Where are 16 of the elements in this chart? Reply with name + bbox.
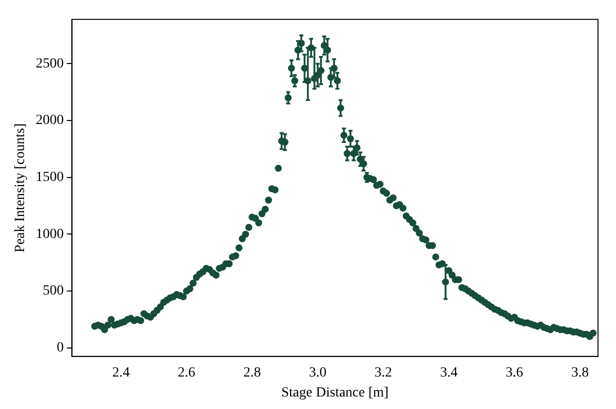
y-tick-label: 1000	[36, 226, 64, 242]
y-tick-label: 2500	[36, 56, 64, 72]
x-tick-label: 3.4	[440, 365, 458, 380]
x-tick-label: 2.8	[243, 365, 261, 380]
x-tick-label: 2.6	[178, 365, 196, 380]
x-tick-label: 3.0	[308, 365, 326, 380]
y-tick-label: 2000	[36, 113, 64, 128]
x-tick-label: 3.8	[571, 365, 589, 380]
x-tick-label: 3.2	[374, 365, 392, 380]
x-tick-label: 2.4	[112, 365, 130, 380]
y-axis-title: Peak Intensity [counts]	[13, 123, 28, 252]
y-tick-label: 500	[42, 284, 64, 299]
y-tick-label: 1500	[36, 170, 64, 186]
y-tick-label: 0	[56, 340, 64, 356]
x-tick-label: 3.6	[506, 365, 524, 380]
x-axis-title: Stage Distance [m]	[281, 385, 389, 400]
